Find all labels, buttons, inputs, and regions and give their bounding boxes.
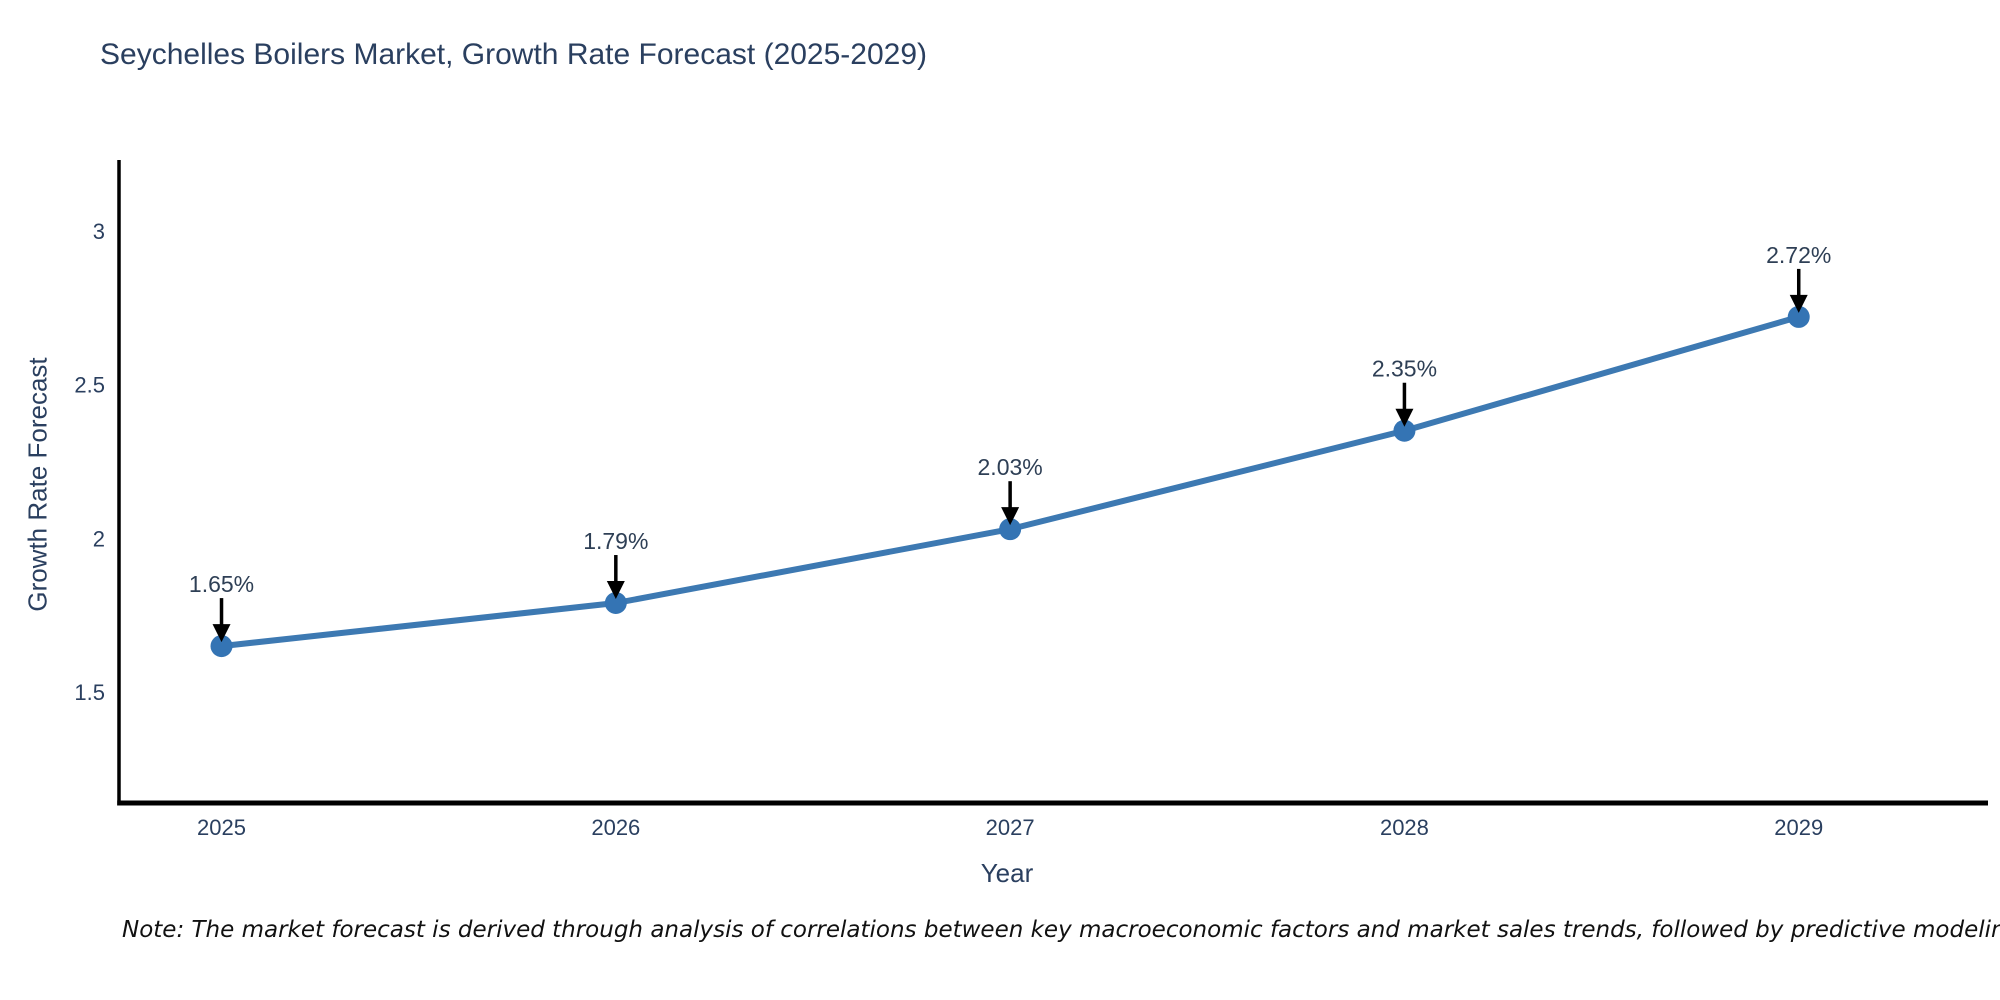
x-axis-title: Year — [980, 858, 1034, 888]
x-tick-label: 2029 — [1774, 815, 1823, 840]
data-point-marker — [1393, 419, 1416, 442]
annotation-arrowhead-icon — [606, 581, 625, 600]
footnote-text: Note: The market forecast is derived thr… — [122, 917, 2000, 943]
annotation-arrowhead-icon — [1001, 507, 1020, 526]
data-point-marker — [210, 635, 233, 658]
y-tick-label: 2 — [93, 526, 105, 551]
annotation-label: 2.72% — [1766, 242, 1831, 268]
annotation-label: 1.65% — [189, 571, 254, 597]
chart-title: Seychelles Boilers Market, Growth Rate F… — [100, 38, 928, 71]
data-point-marker — [604, 592, 627, 615]
annotation-arrowhead-icon — [1789, 294, 1808, 313]
annotation-arrowhead-icon — [1395, 408, 1414, 427]
data-point-marker — [999, 518, 1022, 541]
x-tick-label: 2026 — [591, 815, 640, 840]
x-tick-label: 2028 — [1380, 815, 1429, 840]
annotation-label: 1.79% — [583, 528, 648, 554]
annotation-label: 2.03% — [978, 454, 1043, 480]
x-tick-label: 2027 — [986, 815, 1035, 840]
y-tick-label: 1.5 — [74, 680, 105, 705]
x-tick-label: 2025 — [197, 815, 246, 840]
y-tick-label: 2.5 — [74, 373, 105, 398]
data-point-marker — [1787, 305, 1810, 328]
annotation-label: 2.35% — [1372, 356, 1437, 382]
y-tick-label: 3 — [93, 219, 105, 244]
annotation-arrowhead-icon — [212, 624, 231, 643]
